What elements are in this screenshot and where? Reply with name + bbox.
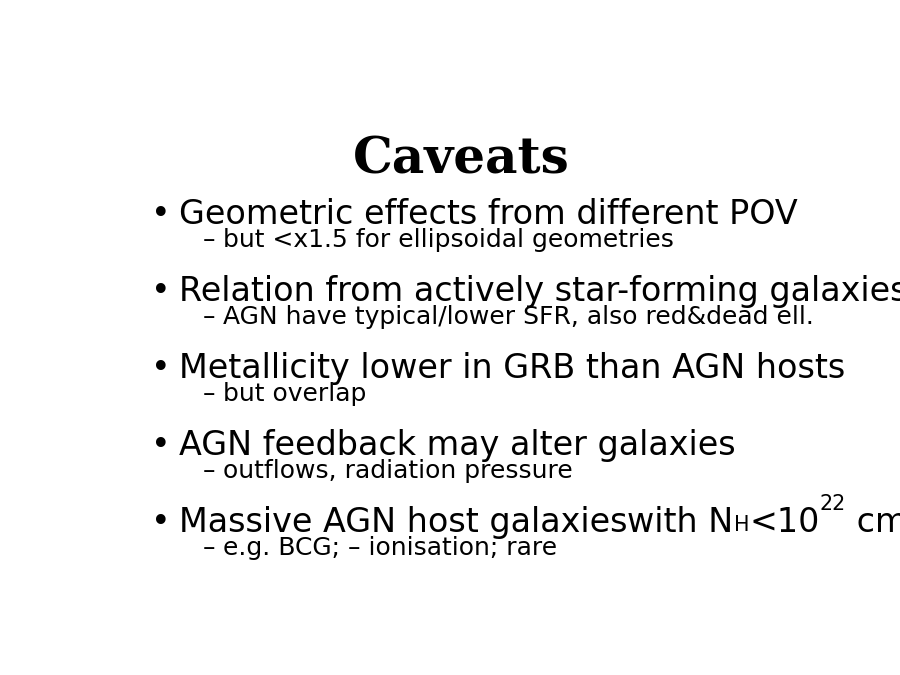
Text: AGN have typical/lower SFR, also red&dead ell.: AGN have typical/lower SFR, also red&dea… xyxy=(222,305,814,329)
Text: Metallicity lower in GRB than AGN hosts: Metallicity lower in GRB than AGN hosts xyxy=(179,352,845,385)
Text: –: – xyxy=(203,305,216,329)
Text: Geometric effects from different POV: Geometric effects from different POV xyxy=(179,198,797,231)
Text: but overlap: but overlap xyxy=(222,382,366,406)
Text: cm: cm xyxy=(846,506,900,539)
Text: Relation from actively star-forming galaxies: Relation from actively star-forming gala… xyxy=(179,275,900,308)
Text: Massive AGN host galaxies: Massive AGN host galaxies xyxy=(179,506,627,539)
Text: –: – xyxy=(203,536,216,560)
Text: <10: <10 xyxy=(749,506,819,539)
Text: –: – xyxy=(203,382,216,406)
Text: H: H xyxy=(734,515,749,535)
Text: 22: 22 xyxy=(819,494,846,514)
Text: with N: with N xyxy=(627,506,734,539)
Text: •: • xyxy=(151,429,170,462)
Text: –: – xyxy=(203,459,216,483)
Text: •: • xyxy=(151,352,170,385)
Text: but <x1.5 for ellipsoidal geometries: but <x1.5 for ellipsoidal geometries xyxy=(222,228,673,252)
Text: Caveats: Caveats xyxy=(353,136,570,184)
Text: •: • xyxy=(151,506,170,539)
Text: AGN feedback may alter galaxies: AGN feedback may alter galaxies xyxy=(179,429,735,462)
Text: –: – xyxy=(203,228,216,252)
Text: e.g. BCG; – ionisation; rare: e.g. BCG; – ionisation; rare xyxy=(222,536,557,560)
Text: outflows, radiation pressure: outflows, radiation pressure xyxy=(222,459,572,483)
Text: •: • xyxy=(151,198,170,231)
Text: •: • xyxy=(151,275,170,308)
